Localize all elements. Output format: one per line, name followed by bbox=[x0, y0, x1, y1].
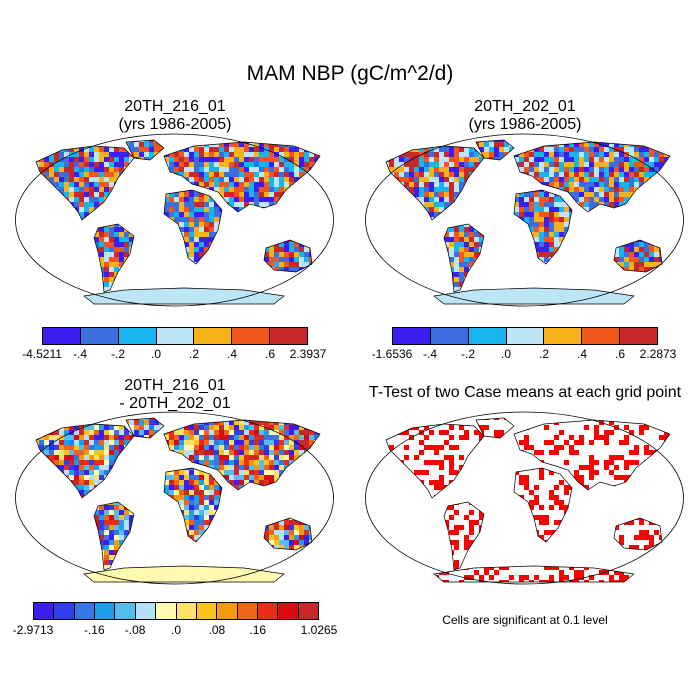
colorbar-tick-label: -.4 bbox=[72, 347, 88, 361]
colorbar-swatch bbox=[118, 328, 157, 344]
colorbar-tick-label: .2 bbox=[188, 347, 200, 361]
colorbar-swatch bbox=[176, 603, 197, 619]
map-bottom-right bbox=[365, 411, 684, 585]
colorbar-bottom-left bbox=[33, 602, 319, 620]
colorbar-swatch bbox=[393, 328, 431, 344]
colorbar-tick-label: -.2 bbox=[110, 347, 126, 361]
map-top-right bbox=[365, 133, 684, 307]
panel-title-top-left: 20TH_216_01 (yrs 1986-2005) bbox=[45, 98, 305, 134]
colorbar-tick-label: .2 bbox=[538, 347, 550, 361]
colorbar-swatch bbox=[544, 328, 583, 344]
colorbar-swatch bbox=[43, 328, 81, 344]
panel-title-line1: 20TH_202_01 bbox=[474, 98, 576, 115]
colorbar-swatch bbox=[468, 328, 507, 344]
map-border bbox=[365, 411, 684, 585]
colorbar-swatch bbox=[237, 603, 258, 619]
colorbar-swatch bbox=[582, 328, 621, 344]
colorbar-swatch bbox=[298, 603, 319, 619]
colorbar-tick-label: .6 bbox=[264, 347, 276, 361]
colorbar-swatch bbox=[80, 328, 119, 344]
colorbar-top-left bbox=[42, 327, 308, 345]
map-bottom-left bbox=[15, 411, 334, 585]
coastlines bbox=[385, 139, 671, 305]
colorbar-tick-label: -.4 bbox=[422, 347, 438, 361]
colorbar-swatch bbox=[620, 328, 658, 344]
colorbar-swatch bbox=[115, 603, 136, 619]
colorbar-tick-label: .16 bbox=[249, 623, 267, 637]
colorbar-labels-top-left: -4.5211 -.4 -.2 .0 .2 .4 .6 2.3937 bbox=[22, 347, 326, 361]
colorbar-tick-label: -4.5211 bbox=[22, 347, 62, 361]
map-top-left bbox=[15, 133, 334, 307]
coastlines bbox=[385, 417, 671, 583]
colorbar-tick-label: -1.6536 bbox=[371, 347, 413, 361]
coastlines bbox=[35, 417, 321, 583]
colorbar-tick-label: .08 bbox=[208, 623, 226, 637]
colorbar-swatch bbox=[232, 328, 271, 344]
panel-title-line2: (yrs 1986-2005) bbox=[118, 116, 232, 133]
colorbar-tick-label: -.2 bbox=[460, 347, 476, 361]
map-border bbox=[365, 133, 684, 307]
colorbar-swatch bbox=[278, 603, 299, 619]
panel-title-line2: - 20TH_202_01 bbox=[119, 395, 231, 412]
colorbar-swatch bbox=[257, 603, 279, 619]
colorbar-swatch bbox=[156, 603, 177, 619]
panel-title-line1: 20TH_216_01 bbox=[124, 98, 226, 115]
colorbar-tick-label: -.16 bbox=[83, 623, 105, 637]
colorbar-tick-label: -2.9713 bbox=[12, 623, 54, 637]
colorbar-swatch bbox=[196, 603, 218, 619]
figure-title: MAM NBP (gC/m^2/d) bbox=[246, 62, 454, 85]
colorbar-tick-label: .0 bbox=[150, 347, 162, 361]
map-border bbox=[15, 411, 334, 585]
colorbar-labels-top-right: -1.6536 -.4 -.2 .0 .2 .4 .6 2.2873 bbox=[372, 347, 677, 361]
map-border bbox=[15, 133, 334, 307]
colorbar-top-right bbox=[392, 327, 658, 345]
panel-title-bottom-left: 20TH_216_01 - 20TH_202_01 bbox=[45, 377, 305, 413]
colorbar-tick-label: 1.0265 bbox=[300, 623, 338, 637]
coastlines bbox=[35, 139, 321, 305]
colorbar-tick-label: .0 bbox=[500, 347, 512, 361]
colorbar-tick-label: .4 bbox=[576, 347, 588, 361]
colorbar-swatch bbox=[217, 603, 238, 619]
significance-note: Cells are significant at 0.1 level bbox=[442, 613, 608, 627]
panel-title-line2: (yrs 1986-2005) bbox=[468, 116, 582, 133]
colorbar-swatch bbox=[194, 328, 233, 344]
colorbar-tick-label: .4 bbox=[226, 347, 238, 361]
colorbar-swatch bbox=[156, 328, 195, 344]
panel-title-top-right: 20TH_202_01 (yrs 1986-2005) bbox=[395, 98, 655, 134]
panel-title-line1: 20TH_216_01 bbox=[124, 377, 226, 394]
colorbar-swatch bbox=[74, 603, 96, 619]
colorbar-swatch bbox=[95, 603, 116, 619]
colorbar-swatch bbox=[270, 328, 308, 344]
colorbar-swatch bbox=[430, 328, 469, 344]
colorbar-tick-label: -.08 bbox=[124, 623, 146, 637]
colorbar-swatch bbox=[34, 603, 55, 619]
panel-title-bottom-right: T-Test of two Case means at each grid po… bbox=[368, 384, 682, 401]
colorbar-tick-label: .6 bbox=[614, 347, 626, 361]
colorbar-tick-label: .0 bbox=[170, 623, 182, 637]
colorbar-labels-bottom-left: -2.9713 -.16 -.08 .0 .08 .16 1.0265 bbox=[13, 623, 338, 637]
colorbar-swatch bbox=[506, 328, 545, 344]
colorbar-swatch bbox=[54, 603, 75, 619]
colorbar-swatch bbox=[135, 603, 157, 619]
colorbar-tick-label: 2.2873 bbox=[639, 347, 677, 361]
colorbar-tick-label: 2.3937 bbox=[289, 347, 327, 361]
